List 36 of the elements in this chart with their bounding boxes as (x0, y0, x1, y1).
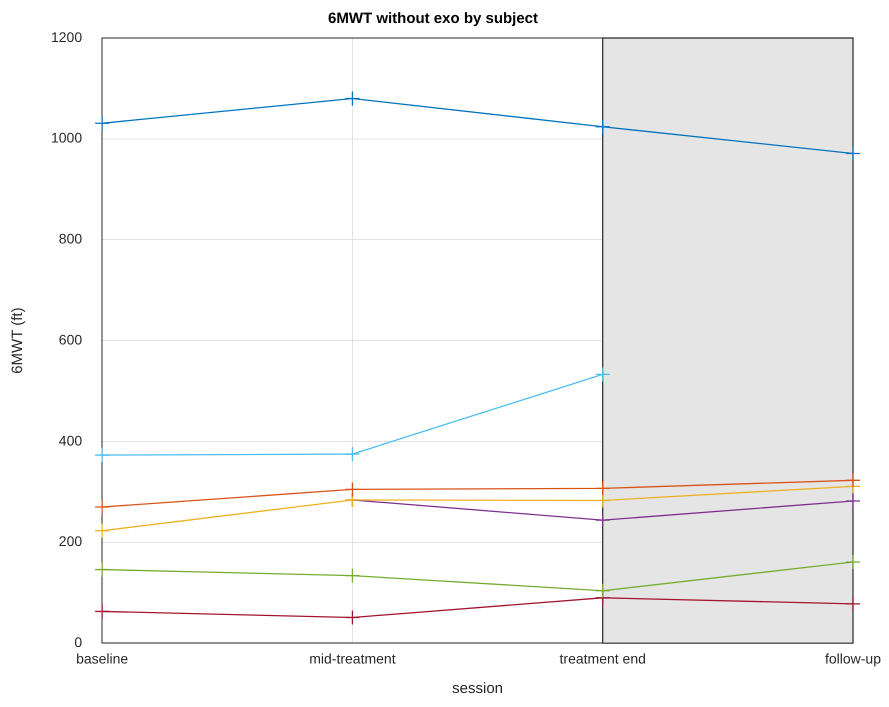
y-tick-label: 600 (58, 331, 82, 348)
y-tick-label: 800 (58, 230, 82, 247)
point (344, 568, 360, 584)
point (595, 583, 610, 598)
point (94, 604, 110, 620)
point (344, 482, 360, 498)
point (595, 492, 610, 508)
y-tick-label: 1200 (50, 28, 82, 45)
x-tick-label: follow-up (824, 650, 882, 666)
x-axis-title: session (452, 680, 503, 698)
point (94, 562, 110, 578)
point (845, 554, 861, 570)
point (595, 512, 610, 528)
y-tick-label: 200 (58, 533, 82, 550)
y-tick-label: 400 (58, 432, 82, 448)
point (344, 90, 360, 106)
x-tick-label: mid-treatment (309, 650, 396, 666)
point (595, 119, 610, 134)
point (94, 447, 110, 463)
point (845, 493, 861, 509)
x-tick-label: treatment end (560, 650, 646, 666)
point (344, 446, 360, 462)
y-tick-label: 1000 (50, 130, 82, 146)
y-axis-title: 6MWT (ft) (9, 307, 26, 374)
point (94, 116, 110, 131)
point (845, 472, 861, 488)
y-tick-label: 0 (74, 634, 82, 650)
chart-title: 6MWT without exo by subject (328, 10, 538, 28)
point (94, 523, 110, 538)
point (595, 480, 610, 496)
point (595, 366, 610, 382)
point (344, 610, 360, 626)
point (94, 499, 110, 515)
point (845, 146, 861, 162)
point (845, 596, 861, 612)
x-tick-label: baseline (76, 650, 128, 666)
